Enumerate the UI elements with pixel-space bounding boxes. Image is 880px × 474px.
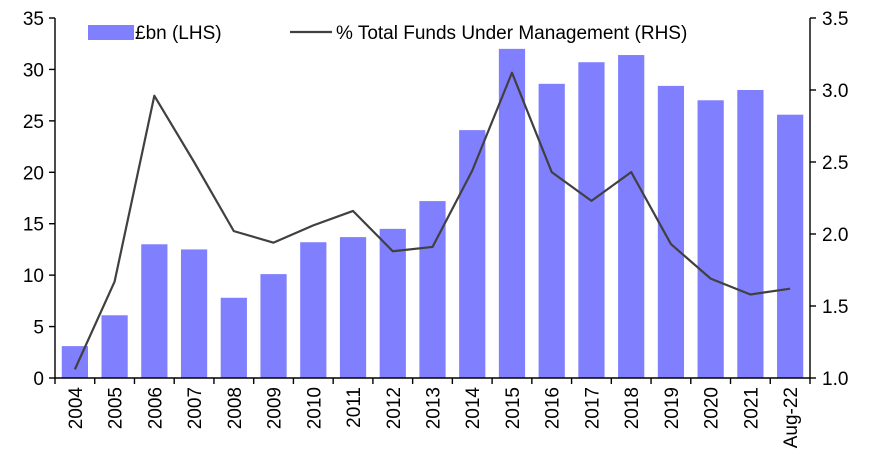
line-series: [73, 71, 791, 370]
x-tick-label: 2021: [741, 387, 762, 429]
x-tick-label: 2010: [304, 387, 325, 429]
y-right-tick-label: 3.0: [822, 81, 848, 102]
y-left-tick-label: 30: [23, 60, 44, 81]
bar-2010: [300, 242, 327, 378]
y-left-tick-label: 10: [23, 266, 44, 287]
x-tick-label: 2018: [622, 387, 643, 429]
bar-2017: [578, 62, 605, 378]
x-tick-label: 2013: [424, 387, 445, 429]
x-tick-label: 2014: [463, 387, 484, 430]
legend-bar-swatch: [88, 25, 134, 40]
bar-2014: [459, 130, 486, 378]
bar-2018: [618, 55, 645, 378]
x-tick-label: 2016: [543, 387, 564, 429]
y-left-tick-label: 15: [23, 215, 44, 236]
y-right-tick-label: 3.5: [822, 9, 848, 30]
bar-2005: [101, 315, 128, 378]
bar-2019: [657, 85, 685, 378]
x-tick-label: 2017: [582, 387, 603, 429]
bar-2021: [737, 90, 764, 378]
axes: 0 5 10 15 20 25 30 35 1.0 1.5 2.0 2.5 3.0 3.5 2004 2005…: [23, 9, 849, 448]
bar-series: [61, 48, 804, 379]
bar-2011: [339, 237, 367, 378]
x-tick-label: 2006: [145, 387, 166, 429]
y-right-tick-label: 2.5: [822, 153, 848, 174]
y-left-tick-label: 0: [33, 369, 44, 390]
legend-bar-label: £bn (LHS): [135, 23, 222, 44]
bar-2006: [141, 244, 168, 378]
bar-2009: [260, 274, 287, 378]
x-tick-label: 2015: [503, 387, 524, 429]
x-tick-label: Aug-22: [781, 387, 802, 448]
y-right-tick-label: 1.0: [822, 369, 848, 390]
bar-2007: [180, 249, 208, 378]
legend: £bn (LHS) % Total Funds Under Management…: [88, 23, 687, 44]
x-tick-label: 2004: [66, 387, 87, 430]
y-left-tick-label: 5: [33, 318, 44, 339]
x-tick-label: 2011: [344, 387, 365, 428]
bar-Aug-22: [777, 114, 804, 378]
bar-2008: [220, 297, 247, 378]
y-left-tick-label: 20: [23, 163, 44, 184]
x-tick-label: 2007: [185, 387, 206, 429]
legend-line-label: % Total Funds Under Management (RHS): [336, 23, 687, 44]
bar-2015: [498, 48, 526, 379]
x-tick-label: 2008: [225, 387, 246, 429]
y-right-tick-label: 1.5: [822, 297, 848, 318]
y-left-tick-label: 25: [23, 112, 44, 133]
x-tick-label: 2020: [702, 387, 723, 429]
x-tick-label: 2019: [662, 387, 683, 429]
x-tick-label: 2009: [265, 387, 286, 429]
bar-2012: [379, 228, 406, 378]
y-right-tick-label: 2.0: [822, 225, 848, 246]
x-tick-label: 2005: [106, 387, 127, 429]
bar-2016: [538, 83, 565, 378]
x-tick-label: 2012: [384, 387, 405, 429]
bar-2020: [697, 100, 724, 378]
y-left-tick-label: 35: [23, 9, 44, 30]
